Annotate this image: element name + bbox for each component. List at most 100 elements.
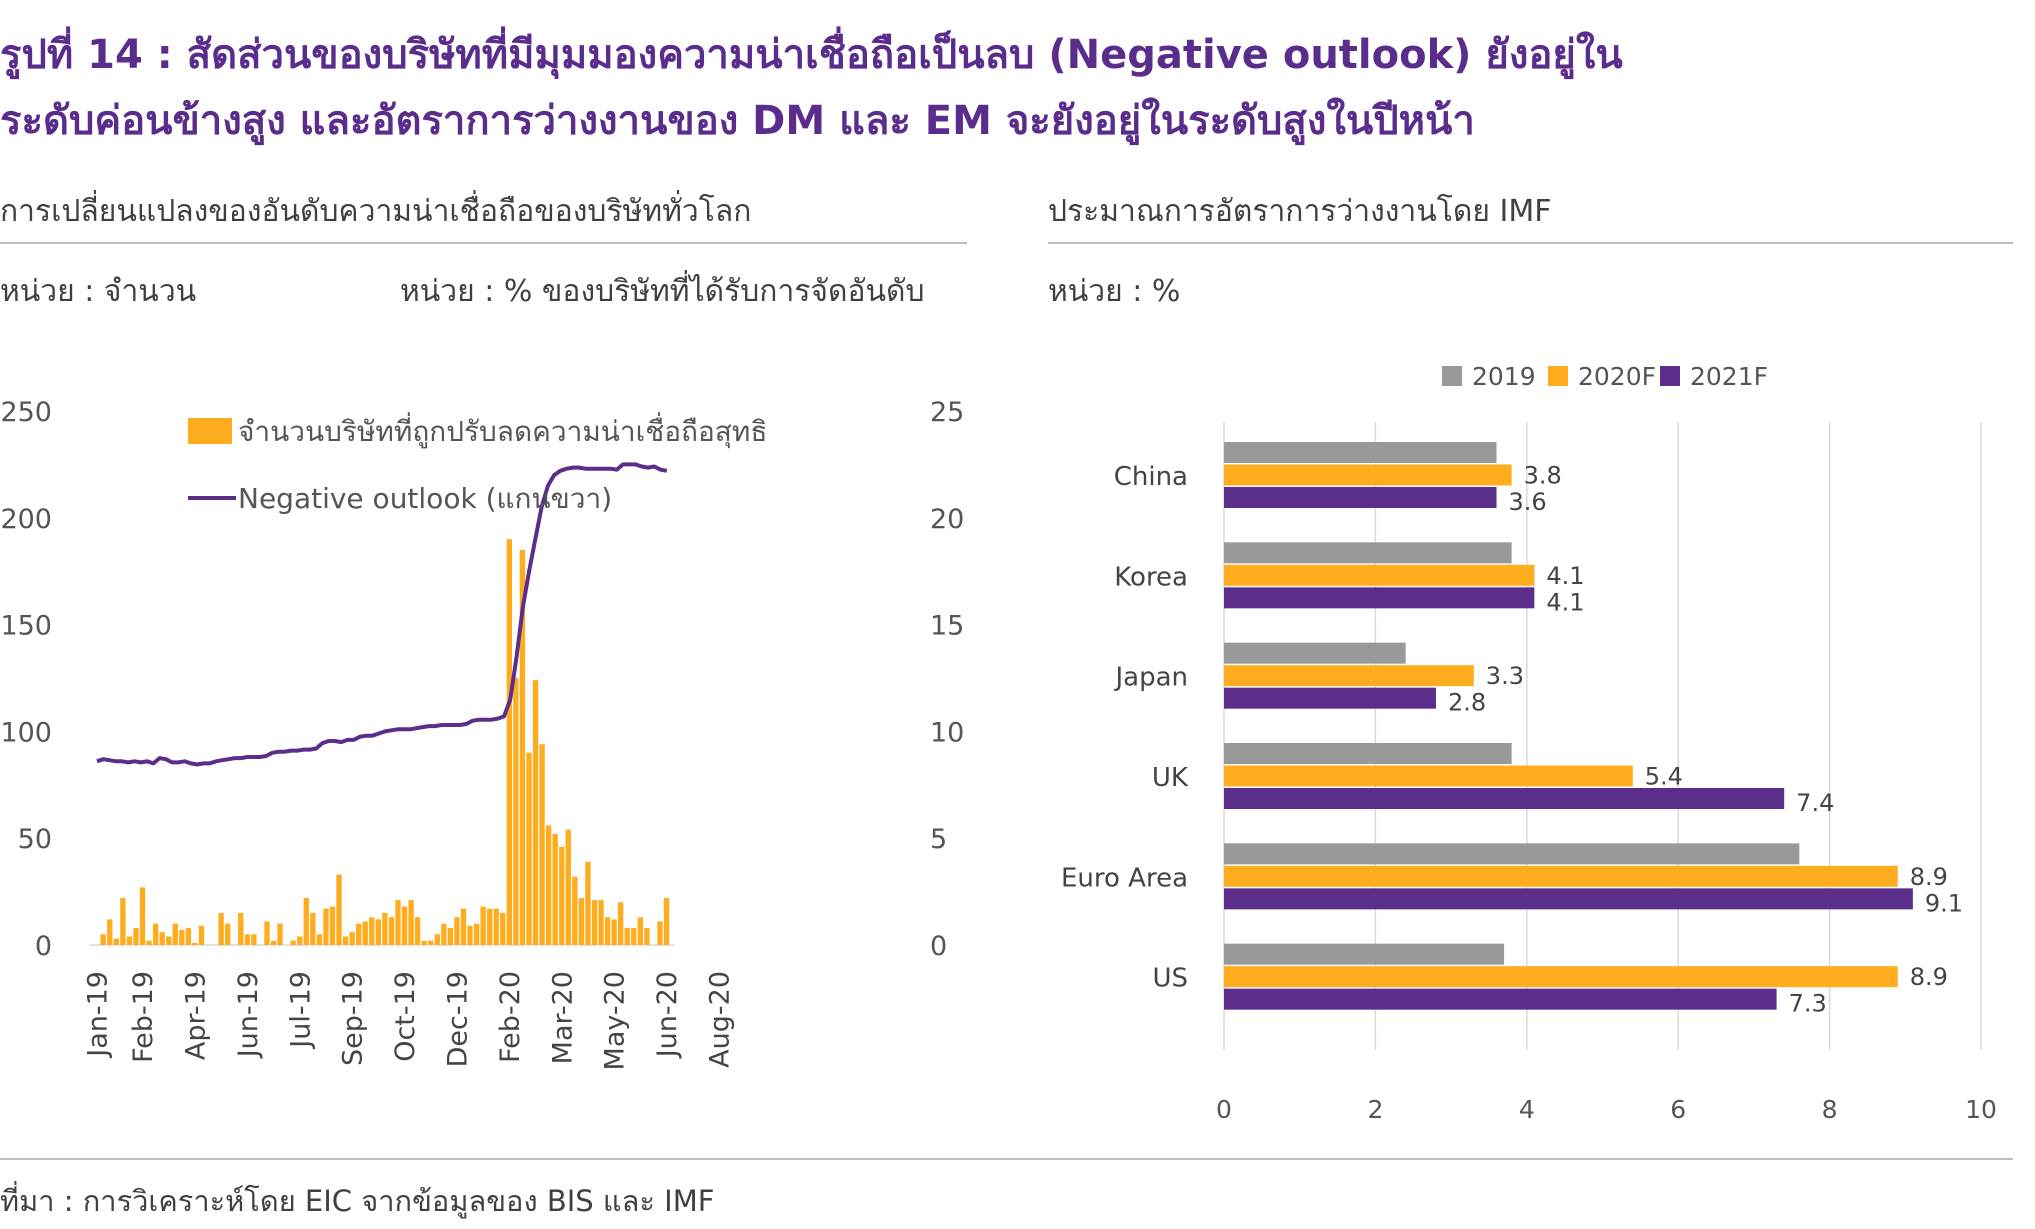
data-label: 2.8 <box>1448 689 1486 717</box>
downgrade-bar <box>526 752 532 945</box>
downgrade-bar <box>270 940 277 945</box>
bar-2019 <box>1224 943 1505 965</box>
legend-label-2019: 2019 <box>1472 362 1536 391</box>
data-label: 3.6 <box>1509 488 1547 516</box>
downgrade-bar <box>604 917 611 945</box>
bar-2021f <box>1224 888 1913 910</box>
data-label: 8.9 <box>1910 963 1948 991</box>
left-axis-tick-label: 150 <box>0 611 52 642</box>
downgrade-bar <box>519 549 526 945</box>
figure-title-line-2: ระดับค่อนข้างสูง และอัตราการว่างงานของ D… <box>0 98 1475 144</box>
right-axis-tick-label: 15 <box>930 611 964 642</box>
x-axis-tick-label: Jan-19 <box>82 971 113 1059</box>
downgrade-bar <box>382 912 388 945</box>
right-axis-tick-label: 10 <box>930 717 964 748</box>
right-axis-tick-label: 25 <box>930 397 964 428</box>
downgrade-bar <box>441 923 447 945</box>
downgrade-bar <box>310 912 316 945</box>
right-panel-unit: หน่วย : % <box>1048 274 1181 309</box>
x-axis-tick-label: Jul-19 <box>285 971 316 1050</box>
downgrade-bar <box>120 898 126 945</box>
downgrade-bar <box>139 887 146 945</box>
left-axis-tick-label: 100 <box>0 717 52 748</box>
downgrade-bar <box>316 934 323 945</box>
x-axis-tick-label: 6 <box>1670 1095 1686 1120</box>
bar-2020f <box>1224 665 1474 687</box>
downgrade-bar <box>539 744 545 945</box>
right-axis-tick-label: 5 <box>930 824 947 855</box>
downgrade-bar <box>467 925 473 945</box>
x-axis-tick-label: Mar-20 <box>547 971 578 1064</box>
data-label: 3.8 <box>1524 462 1562 490</box>
downgrade-bar <box>408 900 414 945</box>
downgrade-bar <box>480 906 486 945</box>
x-axis-tick-label: 4 <box>1519 1095 1535 1120</box>
data-label: 3.3 <box>1486 662 1524 690</box>
bar-2019 <box>1224 442 1497 463</box>
x-axis-tick-label: Aug-20 <box>705 971 736 1068</box>
category-label: Euro Area <box>1061 863 1188 893</box>
category-label: Korea <box>1114 562 1188 592</box>
downgrade-bar <box>179 930 185 945</box>
bar-2019 <box>1224 743 1512 764</box>
x-axis-tick-label: Jun-19 <box>233 971 264 1059</box>
x-axis-tick-label: May-20 <box>600 971 631 1070</box>
downgrade-bar <box>198 925 205 945</box>
unemployment-forecast-chart: 0 2 4 6 8 10 2019 2020F 2021F China 3.83.6 Korea 4.1… <box>1061 362 1997 1120</box>
legend-swatch-bars <box>188 418 232 444</box>
right-axis-tick-label: 0 <box>930 931 947 962</box>
downgrade-bar <box>113 938 119 945</box>
downgrade-bar <box>356 923 362 945</box>
downgrade-bar <box>218 912 224 945</box>
left-panel-divider <box>0 242 967 244</box>
left-axis-tick-label: 200 <box>0 504 52 535</box>
data-label: 7.3 <box>1789 990 1827 1018</box>
bar-2020f <box>1224 564 1535 586</box>
data-label: 4.1 <box>1546 562 1584 590</box>
left-panel-title: การเปลี่ยนแปลงของอันดับความน่าเชื่อถือขอ… <box>0 194 752 229</box>
negative-outlook-line <box>96 462 668 767</box>
category-label: US <box>1152 964 1188 994</box>
right-panel-divider <box>1048 242 2013 244</box>
downgrade-bar <box>362 921 368 945</box>
downgrade-bar <box>513 678 519 945</box>
data-label: 9.1 <box>1925 889 1963 917</box>
x-axis-tick-label: Jun-20 <box>652 971 683 1059</box>
right-axis-tick-label: 20 <box>930 504 964 535</box>
x-axis-tick-label: Sep-19 <box>338 971 369 1066</box>
downgrade-bar <box>244 934 250 945</box>
downgrade-bar <box>493 908 499 945</box>
figure-title-line-1: รูปที่ 14 : สัดส่วนของบริษัทที่มีมุมมองค… <box>0 32 1623 78</box>
downgrade-bar <box>290 940 296 945</box>
downgrade-bar <box>336 874 342 945</box>
bar-2020f <box>1224 865 1898 887</box>
downgrade-bar <box>166 936 172 945</box>
downgrade-bar <box>251 934 257 945</box>
downgrade-bar <box>473 923 480 945</box>
downgrade-bar <box>388 917 395 945</box>
bar-2019 <box>1224 542 1512 564</box>
downgrade-bar <box>238 912 244 945</box>
x-axis-tick-label: Feb-19 <box>128 971 159 1063</box>
footer-divider <box>0 1158 2013 1160</box>
downgrade-bar <box>618 902 624 945</box>
bar-2021f <box>1224 788 1785 809</box>
downgrade-bar <box>428 940 434 945</box>
downgrade-bar <box>611 919 617 945</box>
downgrade-bar <box>572 876 578 945</box>
downgrade-bar <box>532 680 539 945</box>
bar-2020f <box>1224 765 1633 787</box>
bar-2021f <box>1224 988 1777 1010</box>
downgrade-bar <box>644 927 650 945</box>
left-axis-unit: หน่วย : จำนวน <box>0 274 197 309</box>
category-label: Japan <box>1113 663 1188 693</box>
right-axis-unit: หน่วย : % ของบริษัทที่ได้รับการจัดอันดับ <box>400 274 925 309</box>
downgrade-bar <box>395 900 401 945</box>
downgrade-bar <box>349 932 355 945</box>
downgrade-bar <box>342 936 349 945</box>
x-axis-tick-label: 10 <box>1965 1095 1997 1120</box>
downgrade-bar <box>277 923 283 945</box>
x-axis-tick-label: 2 <box>1367 1095 1383 1120</box>
downgrade-bar <box>585 861 591 945</box>
x-axis-tick-label: 0 <box>1216 1095 1232 1120</box>
